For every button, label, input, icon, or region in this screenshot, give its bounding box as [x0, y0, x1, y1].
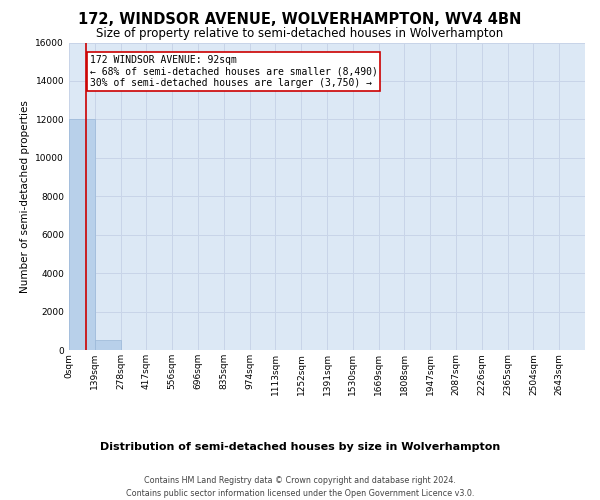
Text: Size of property relative to semi-detached houses in Wolverhampton: Size of property relative to semi-detach… [97, 28, 503, 40]
Text: Contains public sector information licensed under the Open Government Licence v3: Contains public sector information licen… [126, 489, 474, 498]
Text: Contains HM Land Registry data © Crown copyright and database right 2024.: Contains HM Land Registry data © Crown c… [144, 476, 456, 485]
Bar [95, 340, 121, 350]
Text: 172, WINDSOR AVENUE, WOLVERHAMPTON, WV4 4BN: 172, WINDSOR AVENUE, WOLVERHAMPTON, WV4 … [79, 12, 521, 28]
Bar [69, 120, 95, 350]
Text: Distribution of semi-detached houses by size in Wolverhampton: Distribution of semi-detached houses by … [100, 442, 500, 452]
Y-axis label: Number of semi-detached properties: Number of semi-detached properties [20, 100, 30, 292]
Text: 172 WINDSOR AVENUE: 92sqm
← 68% of semi-detached houses are smaller (8,490)
30% : 172 WINDSOR AVENUE: 92sqm ← 68% of semi-… [89, 55, 377, 88]
